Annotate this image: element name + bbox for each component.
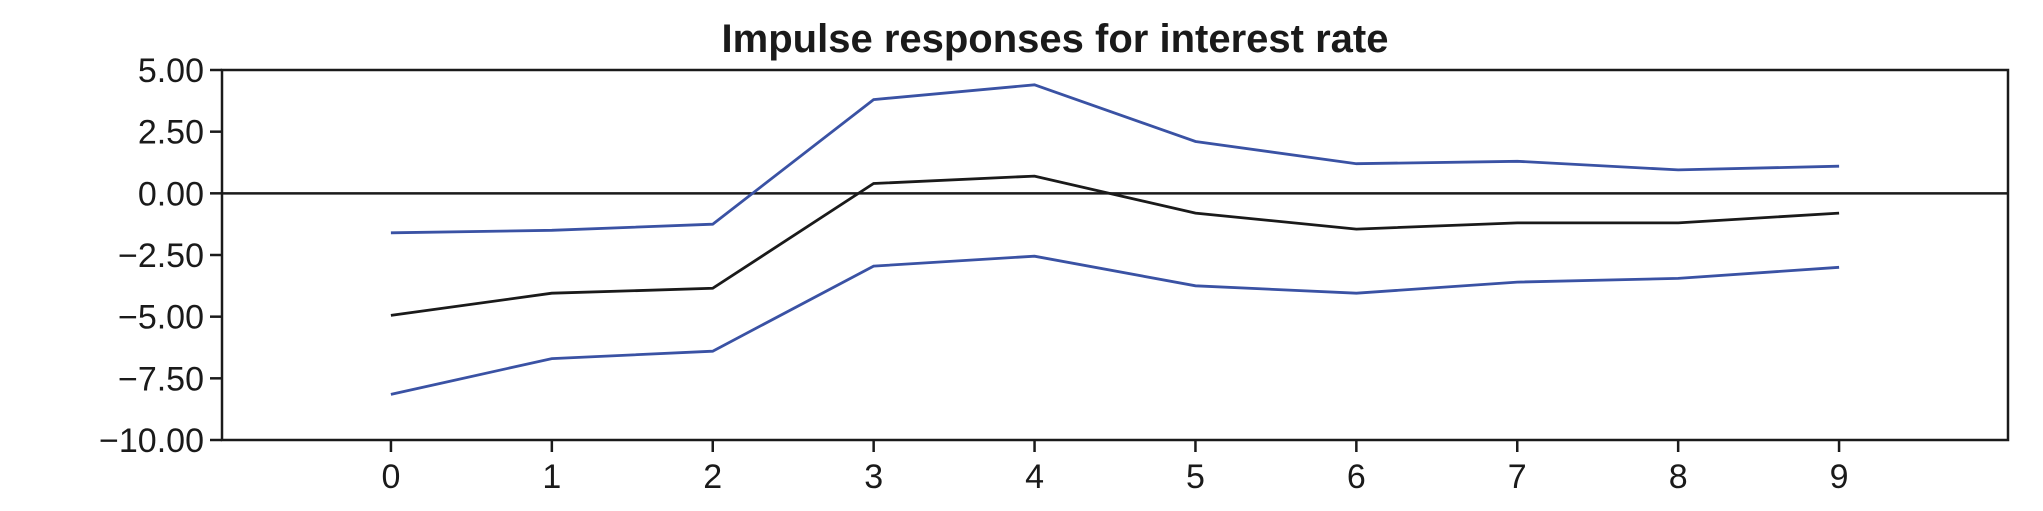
series-layer [390,83,1840,396]
chart-title: Impulse responses for interest rate [722,17,1389,61]
y-tick-label: 5.00 [138,52,204,90]
x-tick-label: 3 [864,458,883,496]
x-tick-label: 7 [1508,458,1527,496]
x-axis: 0 1 2 3 4 5 6 7 8 9 [381,440,1849,496]
x-tick-label: 0 [381,458,400,496]
x-tick-label: 5 [1186,458,1205,496]
plot-frame [220,68,2010,442]
x-tick-label: 4 [1025,458,1044,496]
x-tick-label: 9 [1830,458,1849,496]
y-tick-label: −7.50 [118,360,204,398]
y-tick-label: 0.00 [138,175,204,213]
series-line-upper-band [390,83,1840,235]
series-line-response [390,174,1840,317]
x-tick-label: 8 [1669,458,1688,496]
y-tick-label: 2.50 [138,114,204,152]
x-tick-label: 6 [1347,458,1366,496]
x-tick-label: 2 [703,458,722,496]
x-tick-label: 1 [542,458,561,496]
y-tick-label: −10.00 [99,422,204,460]
y-tick-label: −2.50 [118,237,204,275]
y-tick-label: −5.00 [118,299,204,337]
series-line-lower-band [390,254,1840,396]
y-axis: 5.00 2.50 0.00 −2.50 −5.00 −7.50 −10.00 [99,52,222,460]
